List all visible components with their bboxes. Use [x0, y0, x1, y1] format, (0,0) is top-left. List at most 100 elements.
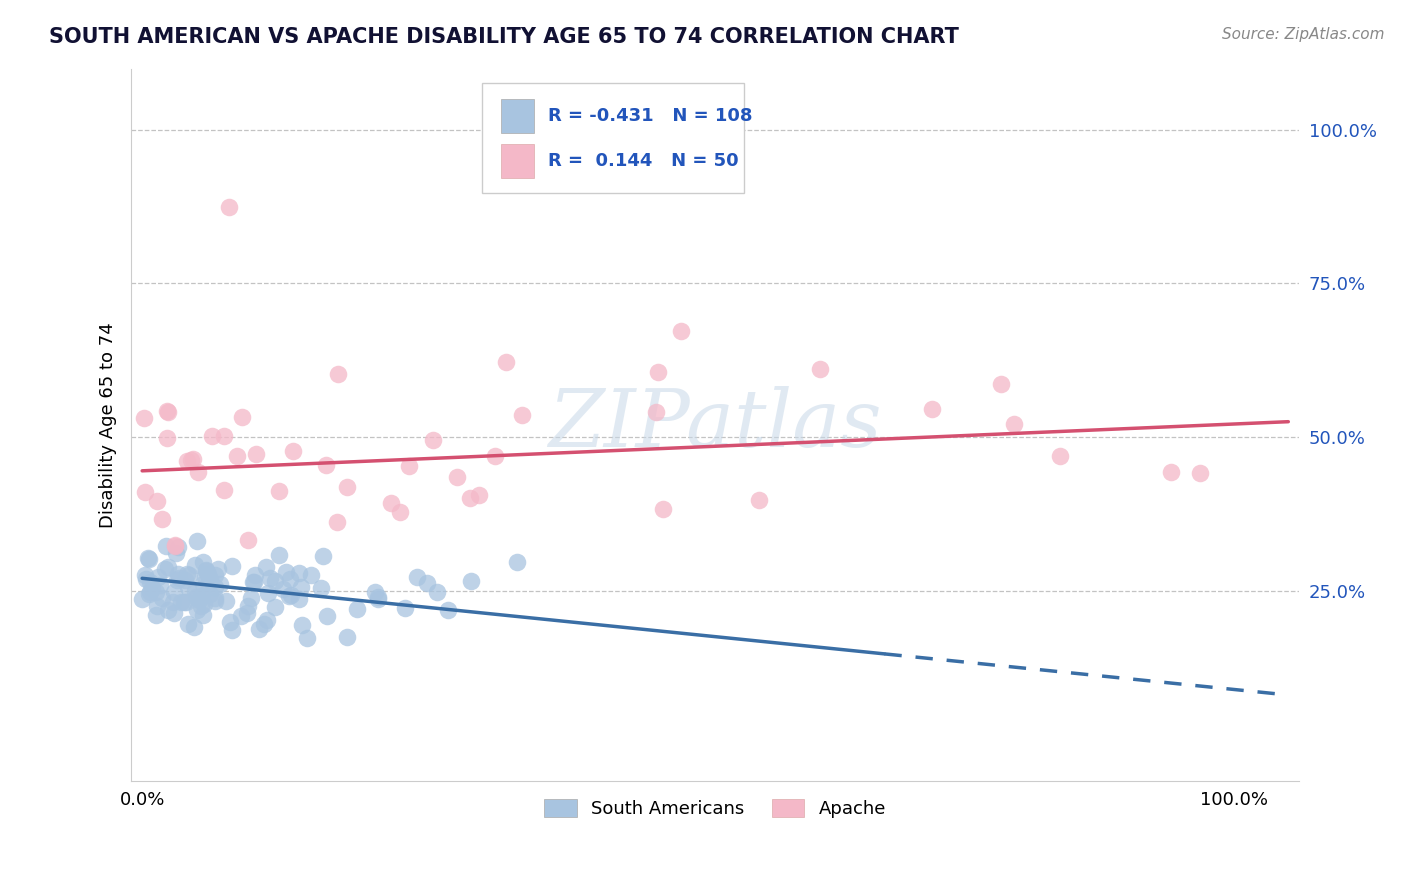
Point: [271, 582, 294, 597]
Point: [200, 572, 222, 586]
Point: [165, 538, 187, 552]
Point: [194, 564, 217, 578]
Point: [229, 608, 252, 623]
Point: [921, 401, 943, 416]
Point: [191, 607, 214, 622]
Point: [280, 588, 302, 602]
Point: [212, 483, 235, 497]
Point: [187, 465, 209, 479]
Point: [150, 512, 173, 526]
Point: [226, 449, 249, 463]
Point: [267, 548, 290, 562]
Point: [191, 577, 214, 591]
Point: [252, 617, 274, 632]
Point: [315, 458, 337, 472]
Point: [346, 601, 368, 615]
Point: [204, 580, 226, 594]
Point: [146, 570, 169, 584]
Point: [176, 567, 198, 582]
Point: [645, 405, 668, 419]
Point: [131, 592, 153, 607]
Point: [278, 572, 301, 586]
Point: [197, 576, 219, 591]
Point: [149, 578, 172, 592]
Point: [484, 449, 506, 463]
Point: [264, 599, 287, 614]
Point: [146, 494, 169, 508]
Point: [267, 483, 290, 498]
Point: [165, 539, 187, 553]
Point: [287, 592, 309, 607]
Point: [193, 555, 215, 569]
Point: [201, 428, 224, 442]
Point: [155, 539, 177, 553]
FancyBboxPatch shape: [482, 83, 744, 194]
Point: [163, 607, 186, 621]
Point: [209, 576, 232, 591]
Point: [190, 589, 212, 603]
Point: [153, 562, 176, 576]
Text: ZIPatlas: ZIPatlas: [548, 386, 882, 464]
Point: [179, 567, 201, 582]
Point: [406, 570, 429, 584]
Point: [367, 590, 389, 604]
Point: [157, 560, 180, 574]
Point: [193, 598, 215, 612]
Point: [808, 361, 831, 376]
Point: [165, 546, 187, 560]
Point: [326, 515, 349, 529]
Point: [513, 160, 536, 174]
Point: [190, 591, 212, 605]
Point: [652, 501, 675, 516]
Point: [274, 565, 297, 579]
Point: [167, 571, 190, 585]
Point: [380, 496, 402, 510]
Point: [398, 458, 420, 473]
Point: [212, 429, 235, 443]
Point: [184, 584, 207, 599]
Point: [506, 555, 529, 569]
Point: [132, 411, 155, 425]
Point: [236, 599, 259, 613]
Text: SOUTH AMERICAN VS APACHE DISABILITY AGE 65 TO 74 CORRELATION CHART: SOUTH AMERICAN VS APACHE DISABILITY AGE …: [49, 27, 959, 46]
Point: [190, 599, 212, 614]
Point: [256, 613, 278, 627]
Point: [458, 491, 481, 505]
Point: [426, 585, 449, 599]
Point: [231, 409, 253, 424]
Point: [1188, 466, 1211, 480]
Point: [207, 562, 229, 576]
Point: [204, 568, 226, 582]
Point: [287, 566, 309, 580]
Text: Source: ZipAtlas.com: Source: ZipAtlas.com: [1222, 27, 1385, 42]
Point: [177, 580, 200, 594]
Point: [162, 595, 184, 609]
Point: [197, 566, 219, 581]
Point: [460, 574, 482, 589]
Text: R = -0.431   N = 108: R = -0.431 N = 108: [548, 107, 752, 125]
Point: [257, 585, 280, 599]
Point: [295, 632, 318, 646]
Point: [389, 505, 412, 519]
Point: [170, 595, 193, 609]
Point: [990, 377, 1012, 392]
Point: [243, 568, 266, 582]
Point: [647, 365, 669, 379]
Point: [200, 587, 222, 601]
Point: [336, 631, 359, 645]
Point: [176, 617, 198, 632]
Point: [422, 433, 444, 447]
Point: [138, 585, 160, 599]
Point: [135, 572, 157, 586]
Point: [394, 601, 416, 615]
Point: [176, 454, 198, 468]
Point: [1049, 449, 1071, 463]
Point: [1160, 466, 1182, 480]
Point: [141, 581, 163, 595]
Point: [180, 453, 202, 467]
Point: [245, 447, 267, 461]
Point: [748, 492, 770, 507]
Point: [221, 623, 243, 637]
Point: [173, 595, 195, 609]
Point: [183, 452, 205, 467]
